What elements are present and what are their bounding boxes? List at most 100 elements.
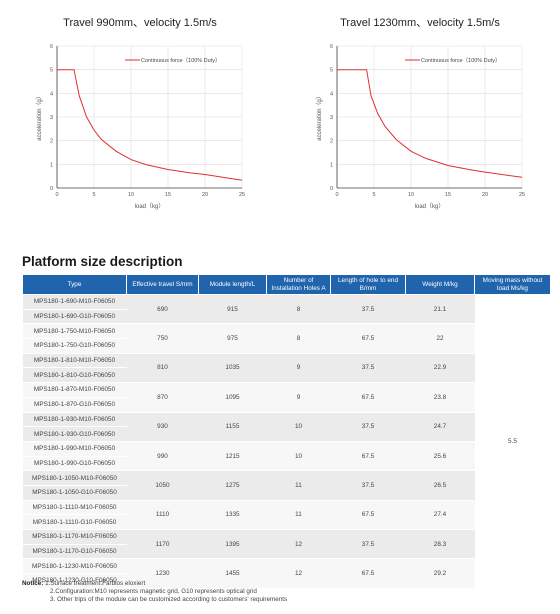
table-row: MPS180-1-1110-G10-F06050 [22, 514, 551, 530]
header-installation-holes: Number of Installation Holes A [266, 274, 331, 295]
x-tick-label: 10 [128, 192, 134, 198]
type-cell: MPS180-1-1170-G10-F06050 [22, 544, 127, 560]
type-cell: MPS180-1-810-M10-F06050 [22, 353, 127, 369]
type-cell: MPS180-1-1170-M10-F06050 [22, 529, 127, 545]
header-weight: Weight M/kg [405, 274, 475, 295]
module-length-cell: 1275 [198, 470, 267, 501]
y-tick-label: 5 [330, 68, 333, 74]
table-row: MPS180-1-690-G10-F06050 [22, 309, 551, 325]
hole-to-end-cell: 67.5 [330, 558, 406, 589]
effective-travel-cell: 1170 [126, 529, 199, 560]
type-cell: MPS180-1-990-M10-F06050 [22, 441, 127, 457]
header-type: Type [22, 274, 127, 295]
installation-holes-cell: 11 [266, 470, 331, 501]
table-row: MPS180-1-750-M10-F06050 750 975 8 67.5 22 [22, 323, 551, 354]
notice-label: Notice: [22, 580, 44, 587]
table-row: MPS180-1-1230-G10-F06050 [22, 573, 551, 589]
effective-travel-cell: 870 [126, 382, 199, 413]
y-tick-label: 2 [50, 139, 53, 145]
acceleration-chart-travel-1230: Travel 1230mm、velocity 1.5m/s 0 5 10 15 20 25… [280, 0, 560, 230]
weight-cell: 29.2 [405, 558, 475, 589]
hole-to-end-cell: 37.5 [330, 294, 406, 325]
notice: Notice: 1.Surface treatment:Farblos elox… [22, 580, 287, 604]
type-cell: MPS180-1-1230-G10-F06050 [22, 573, 127, 589]
legend-label: Continuous force（100% Duty） [421, 57, 500, 64]
y-tick-label: 3 [50, 115, 53, 121]
weight-cell: 22.9 [405, 353, 475, 384]
y-axis-label: acceleration（g） [36, 93, 43, 141]
type-cell: MPS180-1-930-M10-F06050 [22, 412, 127, 428]
table-row: MPS180-1-690-M10-F06050 690 915 8 37.5 21.1 5.… [22, 294, 551, 589]
series-line [337, 69, 523, 178]
y-tick-label: 0 [330, 186, 333, 192]
table-body: MPS180-1-690-M10-F06050 690 915 8 37.5 21.1 5.… [22, 294, 551, 589]
hole-to-end-cell: 37.5 [330, 529, 406, 560]
notice-item: 1.Surface treatment:Farblos eloxiert [45, 580, 146, 587]
table-row: MPS180-1-990-M10-F06050 990 1215 10 67.5 25.6 [22, 441, 551, 472]
y-tick-label: 4 [50, 91, 53, 97]
type-cell: MPS180-1-870-M10-F06050 [22, 382, 127, 398]
weight-cell: 21.1 [405, 294, 475, 325]
weight-cell: 25.6 [405, 441, 475, 472]
table-row: MPS180-1-810-M10-F06050 810 1035 9 37.5 22.9 [22, 353, 551, 384]
type-cell: MPS180-1-1230-M10-F06050 [22, 558, 127, 575]
effective-travel-cell: 750 [126, 323, 199, 354]
x-tick-label: 15 [445, 192, 451, 198]
type-cell: MPS180-1-750-M10-F06050 [22, 323, 127, 340]
y-tick-label: 1 [50, 162, 53, 168]
acceleration-chart-travel-990: Travel 990mm、velocity 1.5m/s 0 5 10 15 20 25 0… [0, 0, 280, 230]
effective-travel-cell: 1050 [126, 470, 199, 501]
x-tick-label: 25 [239, 192, 245, 198]
y-tick-label: 4 [330, 91, 333, 97]
module-length-cell: 1155 [198, 412, 267, 442]
x-tick-label: 20 [482, 192, 488, 198]
installation-holes-cell: 10 [266, 441, 331, 472]
y-tick-label: 1 [330, 162, 333, 168]
y-tick-label: 2 [330, 139, 333, 145]
effective-travel-cell: 990 [126, 441, 199, 472]
weight-cell: 24.7 [405, 412, 475, 442]
hole-to-end-cell: 37.5 [330, 353, 406, 384]
table-row: MPS180-1-750-G10-F06050 [22, 338, 551, 354]
x-tick-label: 10 [408, 192, 414, 198]
table-row: MPS180-1-1230-M10-F06050 1230 1455 12 67.5 29… [22, 558, 551, 589]
hole-to-end-cell: 67.5 [330, 382, 406, 413]
header-effective-travel: Effective travel S/mm [126, 274, 199, 295]
table-row: MPS180-1-1170-G10-F06050 [22, 544, 551, 560]
header-hole-to-end: Length of hole to end B/mm [330, 274, 406, 295]
effective-travel-cell: 1230 [126, 558, 199, 589]
installation-holes-cell: 9 [266, 382, 331, 413]
table-row: MPS180-1-1050-G10-F06050 [22, 485, 551, 501]
hole-to-end-cell: 37.5 [330, 470, 406, 501]
weight-cell: 26.5 [405, 470, 475, 501]
table-row: MPS180-1-870-G10-F06050 [22, 397, 551, 413]
type-cell: MPS180-1-990-G10-F06050 [22, 456, 127, 472]
weight-cell: 22 [405, 323, 475, 354]
module-length-cell: 1215 [198, 441, 267, 472]
module-length-cell: 1395 [198, 529, 267, 560]
weight-cell: 23.8 [405, 382, 475, 413]
table-row: MPS180-1-1050-M10-F06050 1050 1275 11 37.5 26… [22, 470, 551, 501]
table-header-row: Type Effective travel S/mm Module length… [22, 274, 551, 295]
table-row: MPS180-1-1170-M10-F06050 1170 1395 12 37.5 28… [22, 529, 551, 560]
type-cell: MPS180-1-1050-M10-F06050 [22, 470, 127, 486]
type-cell: MPS180-1-690-M10-F06050 [22, 294, 127, 310]
table-row: MPS180-1-870-M10-F06050 870 1095 9 67.5 23.8 [22, 382, 551, 413]
y-tick-label: 6 [50, 44, 53, 50]
series-line [57, 69, 243, 181]
module-length-cell: 1455 [198, 558, 267, 589]
weight-cell: 27.4 [405, 500, 475, 531]
x-tick-label: 5 [372, 192, 375, 198]
header-moving-mass: Moving mass without load Ms/kg [474, 274, 551, 295]
x-tick-label: 0 [335, 192, 338, 198]
platform-size-table: Type Effective travel S/mm Module length… [22, 274, 551, 589]
module-length-cell: 915 [198, 294, 267, 325]
hole-to-end-cell: 67.5 [330, 500, 406, 531]
notice-item: 3. Other trips of the module can be cust… [50, 596, 288, 603]
y-tick-label: 6 [330, 44, 333, 50]
chart-svg: 0 5 10 15 20 25 0 1 2 3 4 5 6 load（kg） acceleration（g）… [36, 44, 245, 210]
module-length-cell: 1335 [198, 500, 267, 531]
type-cell: MPS180-1-1050-G10-F06050 [22, 485, 127, 501]
y-tick-label: 3 [330, 115, 333, 121]
x-axis-label: load（kg） [135, 203, 165, 210]
